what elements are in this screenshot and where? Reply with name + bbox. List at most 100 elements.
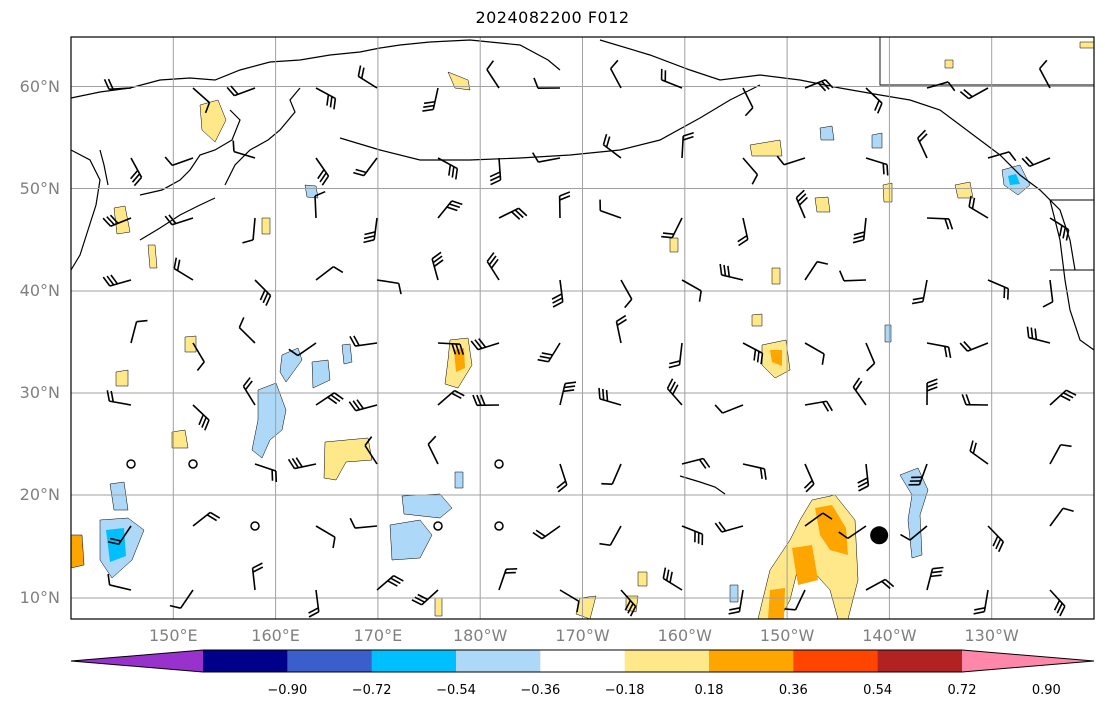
shade-region — [1079, 41, 1095, 49]
longitude-label: 150°W — [759, 626, 815, 645]
wind-barb — [804, 342, 825, 365]
wind-barb — [349, 335, 378, 347]
wind-barb — [681, 457, 711, 469]
wind-barb — [315, 392, 344, 406]
wind-barb — [719, 263, 744, 281]
wind-barb — [242, 377, 256, 406]
wind-barb — [470, 338, 500, 351]
border-line — [879, 37, 1094, 86]
alaska-coast — [599, 39, 1076, 271]
wind-barb — [472, 394, 500, 407]
colorbar-tick-label: 0.36 — [778, 683, 808, 698]
aleutian-islands — [339, 84, 761, 161]
wind-barb — [803, 463, 815, 493]
wind-barb — [662, 567, 683, 591]
shade-region — [954, 181, 974, 199]
wind-barb — [533, 77, 561, 90]
wind-barb — [911, 279, 928, 305]
shade-region — [819, 125, 835, 141]
wind-barb — [129, 157, 143, 187]
asia-coast — [70, 39, 561, 99]
wind-barb — [1026, 326, 1051, 344]
wind-barb — [364, 436, 378, 465]
shade-region — [279, 347, 303, 383]
wind-barbs — [102, 59, 1077, 618]
wind-barb — [1049, 589, 1066, 617]
shade-region — [729, 584, 739, 603]
wind-barb — [437, 389, 465, 406]
wind-barb — [357, 65, 378, 89]
wind-barb — [804, 79, 834, 92]
wind-barb — [559, 381, 577, 406]
wind-barb — [103, 78, 132, 91]
wind-barb — [681, 131, 694, 159]
wind-barb — [315, 87, 337, 110]
wind-barb — [900, 525, 928, 541]
wind-barb — [192, 404, 210, 431]
wind-barb — [865, 578, 895, 591]
wind-barb — [838, 525, 867, 540]
shade-region — [751, 313, 763, 327]
wind-barb — [714, 521, 744, 533]
wind-barb — [795, 189, 808, 219]
wind-barb — [601, 463, 622, 485]
wind-barb — [315, 157, 330, 186]
wind-barb — [254, 279, 272, 306]
wind-barb — [926, 217, 954, 230]
wind-barb — [804, 400, 833, 412]
wind-barb — [742, 463, 767, 480]
longitude-label: 150°E — [148, 626, 198, 645]
latitude-label: 50°N — [19, 179, 60, 199]
wind-barb — [314, 190, 326, 219]
colorbar-tick-label: 0.54 — [863, 683, 893, 698]
shade-region — [882, 182, 893, 203]
wind-barb — [602, 133, 622, 159]
shade-region — [261, 217, 271, 235]
shade-region — [251, 382, 287, 459]
wind-barb — [1042, 279, 1054, 308]
wind-barb — [666, 378, 683, 406]
colorbar-segment — [540, 650, 626, 672]
longitude-label: 130°W — [964, 626, 1019, 645]
wind-barb — [620, 589, 637, 617]
wind-barb — [969, 440, 989, 465]
colorbar-tick-label: 0.18 — [694, 683, 724, 698]
wind-barb — [238, 317, 256, 344]
wind-barb — [437, 157, 459, 180]
okhotsk-coast — [139, 109, 241, 196]
shade-region — [792, 545, 818, 585]
wind-barb — [232, 140, 256, 159]
colorbar-min-extension — [71, 650, 203, 672]
wind-barb — [1049, 217, 1070, 241]
wind-barb — [376, 279, 402, 295]
storm-center-marker — [870, 526, 889, 545]
wind-barb — [315, 265, 344, 281]
shade-region — [768, 588, 785, 619]
calm-wind-markers — [126, 459, 504, 531]
wind-barb — [498, 207, 528, 220]
wind-barb — [599, 525, 622, 547]
shade-region — [454, 348, 465, 372]
longitude-label: 170°E — [353, 626, 403, 645]
wind-barb — [537, 342, 561, 363]
wind-barb — [857, 463, 870, 492]
wind-barb — [661, 217, 683, 239]
shade-region — [184, 335, 197, 353]
wind-barb — [531, 152, 561, 163]
wind-barb — [349, 517, 378, 529]
wind-barb — [559, 589, 580, 613]
wind-barb — [498, 568, 518, 591]
colorbar-outline — [70, 649, 1095, 673]
wind-barb — [532, 525, 561, 540]
wind-barb — [714, 404, 744, 414]
wind-barb — [865, 342, 876, 372]
shade-region — [70, 534, 85, 569]
wind-barb — [961, 394, 989, 406]
wind-barb — [742, 87, 754, 117]
wind-barb — [776, 155, 806, 166]
longitude-label: 160°E — [251, 626, 300, 645]
sakhalin-coast — [99, 149, 109, 186]
wind-barb — [1021, 156, 1051, 168]
wind-barb — [917, 129, 928, 159]
wind-barb — [107, 573, 132, 591]
